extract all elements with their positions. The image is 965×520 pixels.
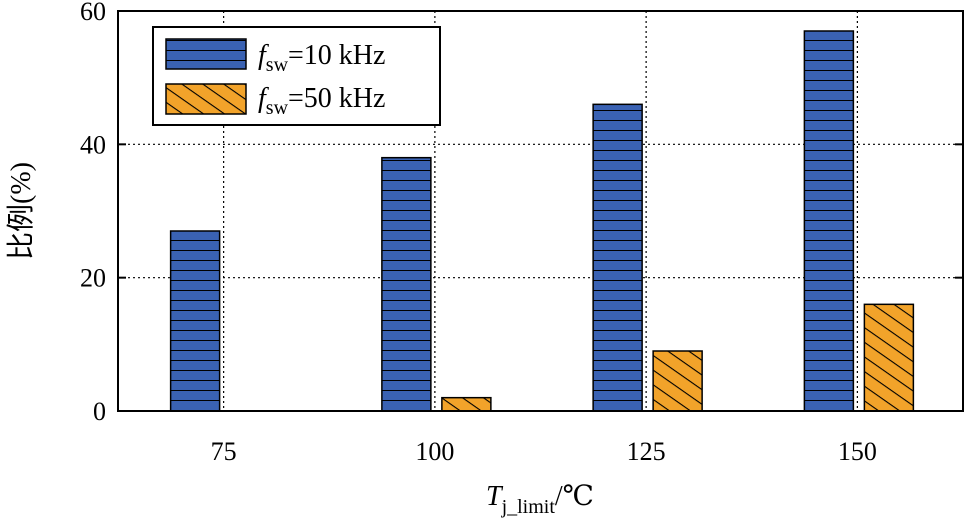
legend-label-10khz: fsw=10 kHz bbox=[258, 40, 385, 76]
x-tick-label: 75 bbox=[211, 437, 237, 466]
y-axis-label: 比例(%) bbox=[5, 162, 37, 260]
y-tick-label: 40 bbox=[80, 130, 106, 159]
bar-50khz-100 bbox=[441, 396, 492, 412]
bar-50khz-150 bbox=[863, 303, 915, 412]
y-tick-label: 60 bbox=[80, 0, 106, 26]
y-tick-label: 20 bbox=[80, 264, 106, 293]
legend-swatch-10khz bbox=[165, 38, 247, 70]
bar-10khz-125 bbox=[592, 103, 643, 412]
bar-10khz-100 bbox=[381, 156, 432, 412]
bar-10khz-75 bbox=[169, 230, 221, 412]
x-tick-label: 150 bbox=[838, 437, 877, 466]
plot-frame bbox=[117, 10, 964, 412]
y-axis-ticks: 0 20 40 60 bbox=[80, 0, 963, 426]
x-tick-label: 100 bbox=[415, 437, 454, 466]
bar-10khz-150 bbox=[803, 30, 855, 412]
x-axis-ticks: 75 100 125 150 bbox=[211, 437, 877, 466]
legend: fsw=10 kHz fsw=50 kHz bbox=[152, 26, 441, 126]
bars-group bbox=[169, 30, 915, 412]
x-tick-label: 125 bbox=[627, 437, 666, 466]
x-axis-label: Tj_limit/℃ bbox=[486, 481, 594, 518]
legend-label-50khz: fsw=50 kHz bbox=[258, 83, 385, 119]
bar-50khz-125 bbox=[652, 350, 703, 412]
y-tick-label: 0 bbox=[93, 397, 106, 426]
legend-swatch-50khz bbox=[165, 83, 247, 115]
